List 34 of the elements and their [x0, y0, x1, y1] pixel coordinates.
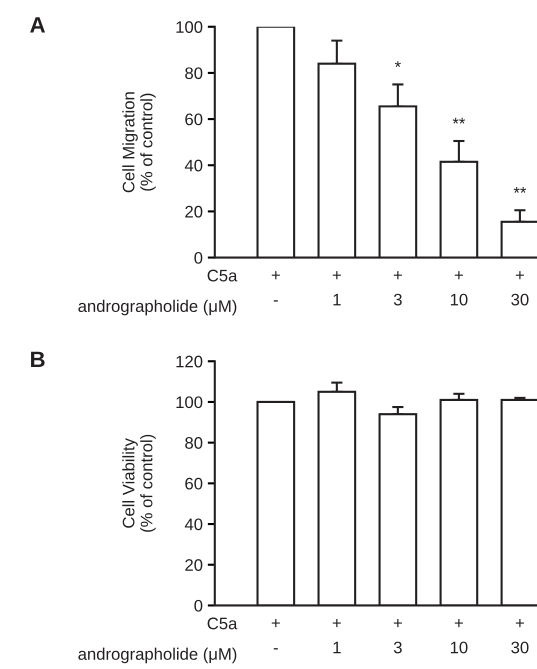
y-tick-label: 0 — [194, 252, 202, 264]
y-tick-label: 20 — [185, 559, 202, 571]
category-label: + - — [272, 619, 280, 650]
text: C5a — [208, 270, 238, 282]
y-tick-label: 100 — [176, 396, 202, 408]
y-axis-title: Cell Viability (% of control) — [122, 434, 156, 532]
y-tick-label: 80 — [185, 437, 202, 449]
annotation: ** — [452, 118, 466, 124]
y-tick-label: 60 — [185, 113, 202, 126]
y-tick-label: 120 — [176, 356, 202, 368]
y-tick-label: 0 — [194, 600, 202, 612]
y-tick-label: 60 — [185, 478, 202, 490]
chart-title: B — [31, 352, 45, 368]
x-tick-label: + 30 — [511, 271, 529, 306]
y-tick-label: 100 — [176, 21, 202, 33]
x-tick-label: + 1 — [332, 619, 341, 654]
category-label: + - — [272, 271, 280, 302]
y-tick-label: 40 — [184, 160, 202, 172]
text: andrographolide (μM) — [78, 300, 236, 316]
chart-title: A — [30, 17, 46, 33]
y-tick-label: 40 — [184, 518, 202, 530]
y-tick-label: 80 — [185, 67, 202, 80]
x-tick-label: + 30 — [511, 619, 529, 654]
x-tick-label: + 3 — [394, 271, 402, 306]
x-tick-label: + 1 — [332, 271, 341, 306]
text: C5a — [208, 618, 238, 630]
x-tick-label: + 10 — [450, 619, 468, 654]
y-axis-title: Cell Migration (% of control) — [122, 92, 156, 192]
annotation: ** — [514, 186, 526, 193]
y-tick-label: 20 — [185, 206, 202, 218]
x-tick-label: + 3 — [394, 619, 402, 654]
text: andrographolide (μM) — [78, 648, 236, 664]
annotation: * — [394, 61, 401, 68]
x-tick-label: + 10 — [450, 271, 468, 306]
